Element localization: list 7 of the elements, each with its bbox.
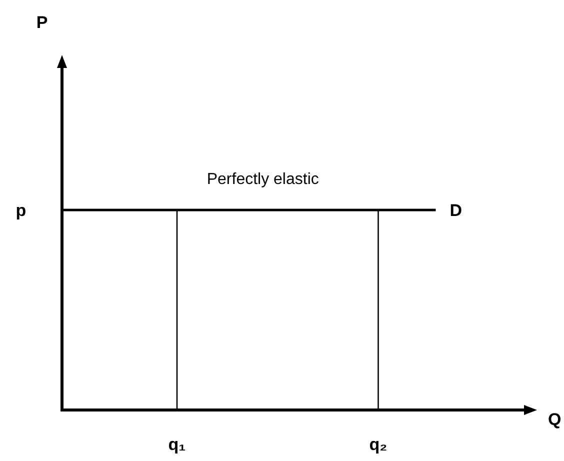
text: Perfectly elastic <box>206 171 319 188</box>
x-axis-title: Q <box>548 410 562 429</box>
x-tick-label: q₁ <box>168 435 186 454</box>
text: p <box>16 200 26 220</box>
text: P <box>36 13 48 32</box>
series-label: D <box>450 200 462 220</box>
x-tick-label: q₂ <box>369 435 388 454</box>
